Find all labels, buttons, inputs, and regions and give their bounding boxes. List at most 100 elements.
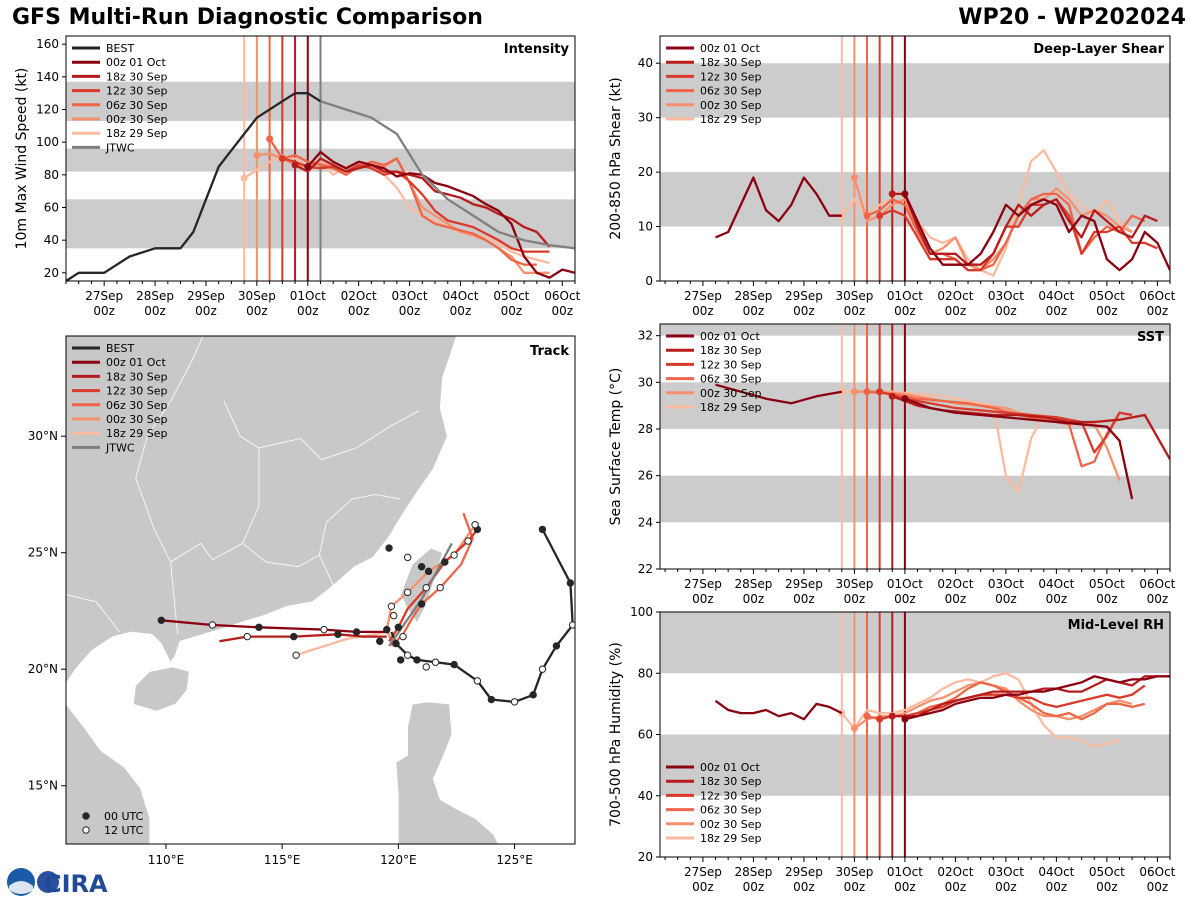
track-position-marker <box>431 658 440 666</box>
track-position-marker <box>538 525 547 534</box>
x-tick-hour: 00z <box>195 304 217 318</box>
x-tick-date: 29Sep <box>785 577 823 591</box>
legend-label: 12z 30 Sep <box>700 70 762 83</box>
x-tick-hour: 00z <box>894 304 916 318</box>
legend-label: 00z 30 Sep <box>700 99 762 112</box>
series-start-marker <box>266 135 274 143</box>
logo-text: CIRA <box>44 870 108 898</box>
x-tick-hour: 00z <box>743 304 765 318</box>
series-start-marker <box>888 712 896 720</box>
legend-label: 06z 30 Sep <box>700 373 762 386</box>
x-tick-date: 28Sep <box>136 289 174 303</box>
legend-label: 00z 30 Sep <box>700 387 762 400</box>
x-tick-hour: 00z <box>1096 880 1118 894</box>
legend-label: 18z 29 Sep <box>106 127 168 140</box>
chart-shear: 01020304027Sep00z28Sep00z29Sep00z30Sep00… <box>608 35 1176 318</box>
y-tick-label: 24 <box>638 515 653 529</box>
x-tick-label: 110°E <box>148 853 185 867</box>
y-tick-label: 40 <box>44 233 59 247</box>
legend-label: 00z 01 Oct <box>106 356 166 369</box>
legend-label: 18z 29 Sep <box>106 427 168 440</box>
chart-track: 110°E 115°E 120°E 125°E 15°N 20°N 25°N 30°N Trac… <box>28 335 576 867</box>
x-tick-hour: 00z <box>1046 880 1068 894</box>
y-tick-label: 60 <box>44 201 59 215</box>
x-tick-date: 28Sep <box>734 577 772 591</box>
series-line <box>320 100 575 250</box>
y-axis-label: 10m Max Wind Speed (kt) <box>14 68 30 250</box>
legend-label: 00z 30 Sep <box>106 413 168 426</box>
track-position-marker <box>450 660 458 669</box>
legend-label: 18z 29 Sep <box>700 113 762 126</box>
legend-label: 00z 01 Oct <box>700 761 760 774</box>
series-start-marker <box>253 151 261 159</box>
track-position-marker <box>403 651 412 659</box>
track-position-marker <box>510 698 519 706</box>
luzon-island <box>395 701 499 844</box>
x-tick-date: 28Sep <box>734 865 772 879</box>
series-line <box>66 92 322 281</box>
legend-label: 12z 30 Sep <box>106 385 168 398</box>
legend-label: BEST <box>106 42 134 55</box>
track-position-marker <box>208 621 217 629</box>
track-line <box>388 528 479 642</box>
shaded-band <box>660 475 1170 523</box>
y-tick-label: 40 <box>638 56 653 70</box>
x-tick-hour: 00z <box>793 880 815 894</box>
series-start-marker <box>876 715 884 723</box>
series-start-marker <box>304 163 312 171</box>
province-border <box>318 494 401 556</box>
y-tick-label: 60 <box>638 728 653 742</box>
series-line <box>904 675 1170 721</box>
track-position-marker <box>417 562 426 571</box>
x-tick-hour: 00z <box>297 304 319 318</box>
indochina-landmass <box>66 703 150 844</box>
y-axis-label: Sea Surface Temp (°C) <box>608 368 624 526</box>
x-tick-hour: 00z <box>1147 592 1169 606</box>
y-tick-label: 30 <box>638 111 653 125</box>
x-tick-date: 02Oct <box>937 577 973 591</box>
y-tick-label: 30°N <box>28 429 58 443</box>
chart-rh: 2040608010027Sep00z28Sep00z29Sep00z30Sep… <box>608 605 1176 894</box>
mainland-landmass <box>66 336 457 684</box>
hainan-island <box>133 666 190 712</box>
chart-title: SST <box>1137 330 1164 345</box>
track-position-marker <box>417 600 426 608</box>
y-tick-label: 100 <box>36 135 59 149</box>
y-tick-label: 32 <box>638 329 653 343</box>
series-line <box>903 193 1170 272</box>
x-tick-date: 05Oct <box>1089 577 1125 591</box>
y-tick-label: 28 <box>638 422 653 436</box>
track-position-marker <box>538 665 547 673</box>
track-position-marker <box>394 623 403 631</box>
x-tick-hour: 00z <box>945 304 967 318</box>
x-tick-date: 04Oct <box>1038 289 1074 303</box>
series-start-marker <box>876 212 884 220</box>
x-tick-date: 30Sep <box>835 865 873 879</box>
series-start-marker <box>278 155 286 162</box>
plot-area <box>660 612 1170 857</box>
x-tick-hour: 00z <box>551 304 573 318</box>
legend-label: 18z 29 Sep <box>700 401 762 414</box>
track-position-marker <box>422 583 430 592</box>
x-tick-hour: 00z <box>844 592 866 606</box>
province-border <box>242 543 334 586</box>
axes-frame <box>659 323 1171 570</box>
y-tick-label: 20 <box>44 266 59 280</box>
series-line <box>854 390 1121 481</box>
series-start-marker <box>850 724 858 732</box>
x-tick-date: 27Sep <box>684 289 722 303</box>
legend-label: 00z 30 Sep <box>700 818 762 831</box>
track-position-marker <box>290 632 298 641</box>
series-line <box>282 157 550 253</box>
y-tick-label: 160 <box>36 37 59 51</box>
y-tick-label: 140 <box>36 70 59 84</box>
series-start-marker <box>888 190 896 198</box>
series-line <box>853 177 1133 272</box>
y-tick-label: 80 <box>638 666 653 680</box>
x-tick-hour: 00z <box>793 304 815 318</box>
series-line <box>879 684 1146 721</box>
